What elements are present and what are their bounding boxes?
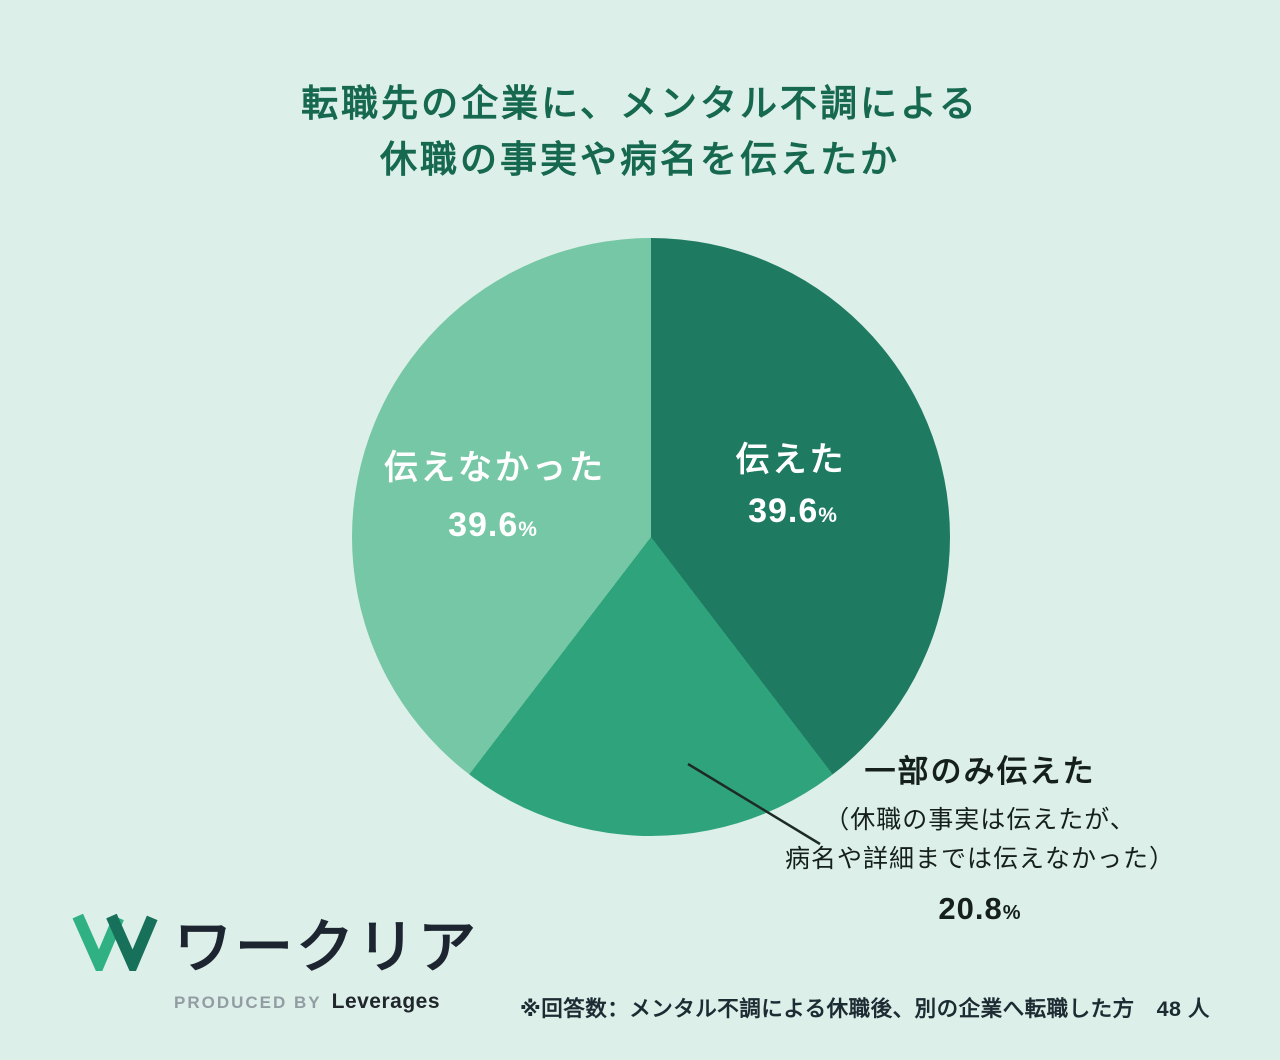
brand-name: ワークリア (174, 915, 480, 980)
chart-title-line2: 休職の事実や病名を伝えたか (380, 138, 900, 180)
percent-sign: % (818, 504, 838, 527)
chart-title-line1: 転職先の企業に、メンタル不調による (301, 83, 979, 124)
callout-percent: 20.8% (758, 891, 1202, 927)
slice-pct-told: 39.6% (693, 492, 893, 531)
callout-percent-value: 20.8 (938, 890, 1003, 926)
pie-chart (352, 238, 950, 836)
brand-block: ワークリア PRODUCED BY Leverages (70, 900, 479, 1014)
footnote: ※回答数：メンタル不調による休職後、別の企業へ転職した方 48 人 (519, 997, 1210, 1021)
slice-pct-told-value: 39.6 (748, 492, 819, 530)
callout-subtitle: （休職の事実は伝えたが、 病名や詳細までは伝えなかった） (758, 801, 1202, 879)
callout-subtitle-line2: 病名や詳細までは伝えなかった） (784, 844, 1175, 873)
percent-sign: % (1002, 901, 1022, 924)
slice-pct-not-told-value: 39.6 (448, 506, 519, 544)
workria-logo-icon (70, 909, 160, 978)
chart-title: 転職先の企業に、メンタル不調による 休職の事実や病名を伝えたか (0, 76, 1280, 187)
slice-pct-not-told: 39.6% (366, 506, 620, 545)
callout-subtitle-line1: （休職の事実は伝えたが、 (824, 806, 1136, 834)
company-name: Leverages (331, 990, 441, 1013)
callout-partially-told: 一部のみ伝えた （休職の事実は伝えたが、 病名や詳細までは伝えなかった） 20.… (758, 746, 1202, 927)
slice-label-not-told: 伝えなかった (384, 449, 606, 487)
percent-sign: % (518, 518, 538, 541)
produced-by-label: PRODUCED BY (174, 993, 322, 1012)
callout-title: 一部のみ伝えた (864, 754, 1096, 789)
slice-label-told: 伝えた (735, 441, 847, 479)
